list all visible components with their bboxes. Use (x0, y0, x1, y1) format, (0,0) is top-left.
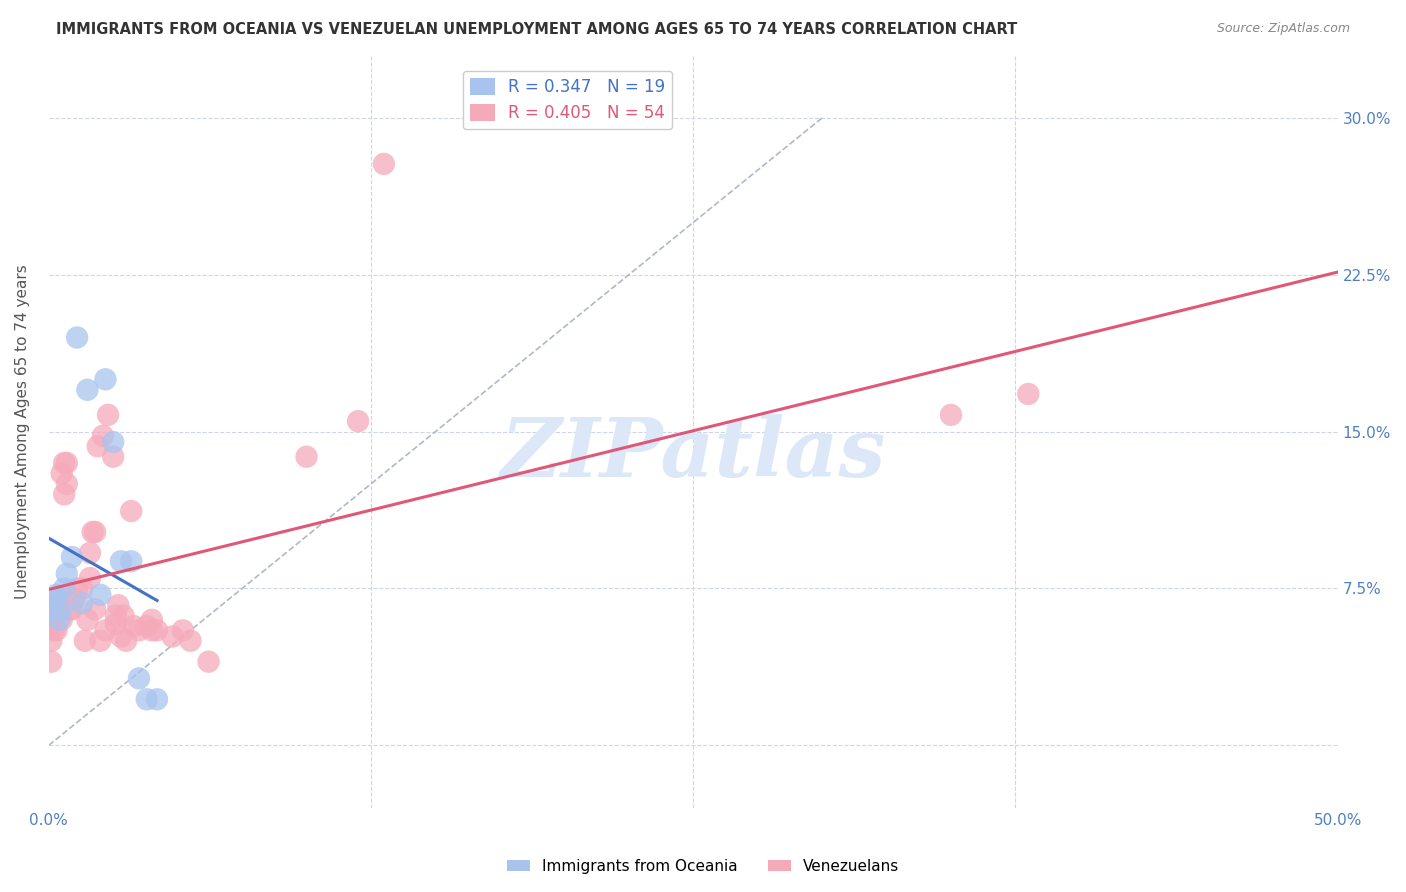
Point (120, 504, 142, 518)
Point (45, 588, 67, 602)
Point (347, 414, 370, 428)
Point (41, 633, 63, 648)
Point (51, 602, 73, 616)
Point (146, 624, 169, 638)
Point (53, 582, 76, 596)
Point (60, 602, 83, 616)
Point (120, 554, 142, 568)
Point (42, 613, 65, 627)
Text: Source: ZipAtlas.com: Source: ZipAtlas.com (1216, 22, 1350, 36)
Point (94, 372, 117, 386)
Point (135, 692, 157, 706)
Point (41, 655, 63, 669)
Point (82, 524, 104, 539)
Point (110, 630, 132, 644)
Point (146, 692, 169, 706)
Point (110, 554, 132, 568)
Point (172, 624, 194, 638)
Point (89, 588, 111, 602)
Point (141, 624, 163, 638)
Point (58, 602, 80, 616)
Point (135, 619, 157, 633)
Text: IMMIGRANTS FROM OCEANIA VS VENEZUELAN UNEMPLOYMENT AMONG AGES 65 TO 74 YEARS COR: IMMIGRANTS FROM OCEANIA VS VENEZUELAN UN… (56, 22, 1018, 37)
Point (45, 602, 67, 616)
Point (373, 157, 395, 171)
Point (104, 617, 127, 632)
Point (103, 435, 125, 450)
Point (66, 330, 89, 344)
Point (42, 624, 65, 638)
Point (197, 655, 219, 669)
Point (51, 613, 73, 627)
Point (56, 566, 79, 581)
Point (73, 633, 96, 648)
Point (939, 408, 962, 422)
Point (63, 591, 86, 606)
Text: ZIPatlas: ZIPatlas (501, 414, 886, 494)
Point (41, 602, 63, 616)
Point (107, 598, 129, 612)
Point (87, 439, 110, 453)
Point (60, 550, 83, 565)
Point (91, 429, 114, 443)
Legend: Immigrants from Oceania, Venezuelans: Immigrants from Oceania, Venezuelans (501, 853, 905, 880)
Point (66, 582, 89, 596)
Point (89, 633, 111, 648)
Point (97, 408, 120, 422)
Point (103, 450, 125, 464)
Point (76, 613, 98, 627)
Point (56, 456, 79, 470)
Point (94, 624, 117, 638)
Point (51, 467, 73, 481)
Point (128, 672, 150, 686)
Point (45, 624, 67, 638)
Point (84, 524, 107, 539)
Point (128, 624, 150, 638)
Point (72, 596, 94, 610)
Point (56, 476, 79, 491)
Point (122, 619, 145, 633)
Y-axis label: Unemployment Among Ages 65 to 74 years: Unemployment Among Ages 65 to 74 years (15, 264, 30, 599)
Legend: R = 0.347   N = 19, R = 0.405   N = 54: R = 0.347 N = 19, R = 0.405 N = 54 (463, 71, 672, 129)
Point (141, 613, 163, 627)
Point (1017, 387, 1039, 401)
Point (79, 546, 101, 560)
Point (84, 602, 107, 616)
Point (42, 591, 65, 606)
Point (48, 602, 70, 616)
Point (295, 450, 318, 464)
Point (53, 456, 76, 470)
Point (104, 608, 127, 623)
Point (115, 633, 138, 648)
Point (72, 582, 94, 596)
Point (53, 487, 76, 501)
Point (112, 608, 135, 623)
Point (180, 633, 202, 648)
Point (162, 630, 184, 644)
Point (48, 591, 70, 606)
Point (76, 383, 98, 397)
Point (48, 613, 70, 627)
Point (79, 571, 101, 585)
